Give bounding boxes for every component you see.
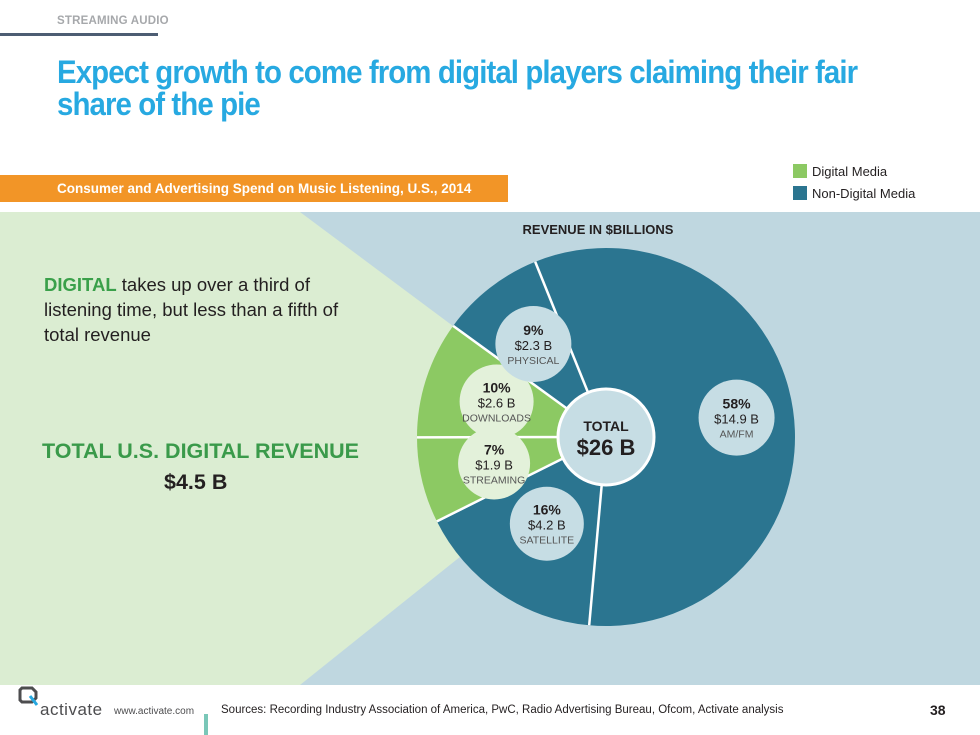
callout-text: DIGITAL takes up over a third of listeni…: [44, 272, 344, 347]
pie-slice-am-fm: [535, 247, 796, 626]
pie-label-percent-streaming: 7%: [484, 441, 505, 457]
pie-center-circle: [556, 387, 656, 487]
page-title: Expect growth to come from digital playe…: [57, 54, 858, 122]
chart-title: REVENUE IN $BILLIONS: [523, 222, 674, 237]
section-label: STREAMING AUDIO: [57, 15, 169, 27]
pie-label-value-physical: $2.3 B: [515, 338, 553, 353]
chart-subtitle: Consumer and Advertising Spend on Music …: [57, 181, 472, 196]
digital-total-value: $4.5 B: [164, 470, 228, 494]
pie-label-name-satellite: SATELLITE: [520, 535, 575, 547]
pie-label-percent-am-fm: 58%: [723, 396, 752, 412]
pie-label-value-satellite: $4.2 B: [528, 518, 566, 533]
pie-label-bubble-am-fm: [698, 379, 775, 456]
legend-label-non-digital: Non-Digital Media: [812, 185, 916, 201]
footer-brand: activate: [40, 700, 103, 719]
activate-logo-icon: [18, 686, 38, 706]
legend-label-digital: Digital Media: [812, 163, 888, 179]
pie-label-percent-downloads: 10%: [483, 380, 512, 396]
pie-label-percent-physical: 9%: [523, 322, 544, 338]
pie-label-value-am-fm: $14.9 B: [714, 412, 759, 427]
pie-label-name-am-fm: AM/FM: [720, 429, 754, 441]
pie-label-value-downloads: $2.6 B: [478, 396, 516, 411]
pie-label-bubble-satellite: [509, 486, 584, 561]
page-number: 38: [930, 702, 946, 718]
legend-item-non-digital: Non-Digital Media: [793, 182, 915, 204]
section-rule: [0, 33, 158, 36]
legend-swatch-digital: [793, 164, 807, 178]
pie-label-name-downloads: DOWNLOADS: [462, 413, 531, 425]
callout-body: takes up over a third of listening time,…: [44, 274, 339, 345]
footer-sources: Sources: Recording Industry Association …: [221, 704, 784, 716]
pie-label-bubble-streaming: [458, 427, 531, 500]
pie-label-name-physical: PHYSICAL: [507, 355, 559, 367]
legend: Digital Media Non-Digital Media: [793, 160, 915, 204]
pie-label-name-streaming: STREAMING: [463, 474, 525, 486]
footer-url: www.activate.com: [114, 706, 195, 717]
callout-highlight: DIGITAL: [44, 274, 117, 295]
legend-item-digital: Digital Media: [793, 160, 915, 182]
pie-label-bubble-physical: [495, 305, 572, 382]
pie-label-value-streaming: $1.9 B: [475, 457, 513, 472]
subtitle-bar: [0, 175, 508, 202]
footer-divider: [204, 714, 208, 735]
pie-center-label: TOTAL: [583, 418, 629, 434]
pie-label-percent-satellite: 16%: [533, 502, 562, 518]
pie-slice-labels: 58%$14.9 B AM/FM 16%$4.2 B SATELLITE 7%$1.9 …: [458, 305, 775, 561]
pie-label-bubble-downloads: [459, 364, 534, 439]
digital-total-label: TOTAL U.S. DIGITAL REVENUE: [42, 439, 359, 463]
pie-center-value: $26 B: [577, 435, 636, 460]
legend-swatch-non-digital: [793, 186, 807, 200]
